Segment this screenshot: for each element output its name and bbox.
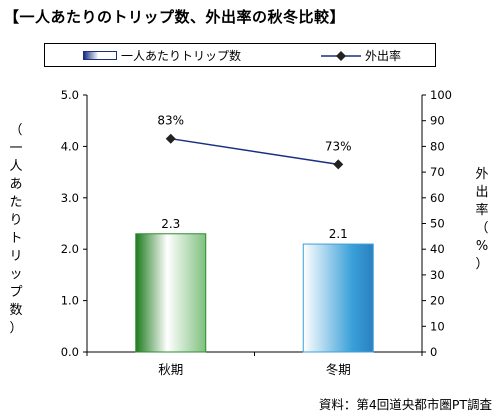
axis-label-char: り [9,213,23,228]
axis-label-char: （ [9,123,23,138]
line-point [333,159,344,170]
axis-label-char: リ [9,249,23,264]
y-right-tick-label: 90 [430,114,445,128]
y-right-tick-label: 80 [430,139,445,153]
axis-label-char: 数 [9,303,23,318]
axis-label-char: プ [9,285,23,300]
axis-label-char: （ [475,221,489,236]
bar [135,233,207,353]
axis-label-char: ト [9,231,23,246]
y-right-tick-label: 50 [430,217,445,231]
y-left-tick-label: 5.0 [61,88,79,102]
line-point [165,133,176,144]
bar [302,243,374,353]
y-left-tick-label: 3.0 [61,191,79,205]
y-right-tick-label: 40 [430,242,445,256]
y-right-tick-label: 30 [430,268,445,282]
legend-bar-swatch [83,51,117,60]
axis-label-char: % [475,239,489,254]
source-note: 資料：第4回道央都市圏PT調査 [318,397,492,412]
y-axis-left-label: （ 一人あたりトリップ数 ） [8,122,24,338]
bar-value-label: 2.3 [161,217,180,231]
axis-label-char: 外 [475,167,489,182]
x-tick-label: 秋期 [158,362,183,377]
y-axis-right-label: 外出率 （% ） [474,166,490,274]
y-right-tick-label: 0 [430,345,437,359]
line-value-label: 83% [157,114,184,128]
y-right-tick-label: 100 [430,88,452,102]
legend-line-swatch [321,50,361,61]
bar-value-label: 2.1 [329,227,348,241]
axis-label-char: ） [9,321,23,336]
legend: 一人あたりトリップ数 外出率 [44,43,436,67]
series-line [170,137,339,166]
y-left-tick-label: 1.0 [61,294,79,308]
x-tick-label: 冬期 [326,362,351,377]
legend-item-trips: 一人あたりトリップ数 [83,47,241,64]
line-value-label: 73% [325,139,352,153]
y-right-tick-label: 60 [430,191,445,205]
y-right-tick-label: 70 [430,165,445,179]
axis-label-char: 一 [9,141,23,156]
axis-label-char: 人 [9,159,23,174]
axis-label-char: ） [475,257,489,272]
y-right-tick-label: 20 [430,294,445,308]
axis-label-char: 出 [475,185,489,200]
axis-label-char: 率 [475,203,489,218]
y-left-tick-label: 4.0 [61,139,79,153]
y-left-tick-label: 0.0 [61,345,79,359]
legend-label-outing-rate: 外出率 [365,49,402,63]
legend-item-outing-rate: 外出率 [321,47,401,64]
axis-label-char: ッ [9,267,23,282]
y-left-tick-label: 2.0 [61,242,79,256]
y-right-tick-label: 10 [430,319,445,333]
axis-label-char: あ [9,177,23,192]
axis-label-char: た [9,195,23,210]
legend-label-trips: 一人あたりトリップ数 [121,49,242,63]
chart-title: 【一人あたりのトリップ数、外出率の秋冬比較】 [4,8,346,26]
